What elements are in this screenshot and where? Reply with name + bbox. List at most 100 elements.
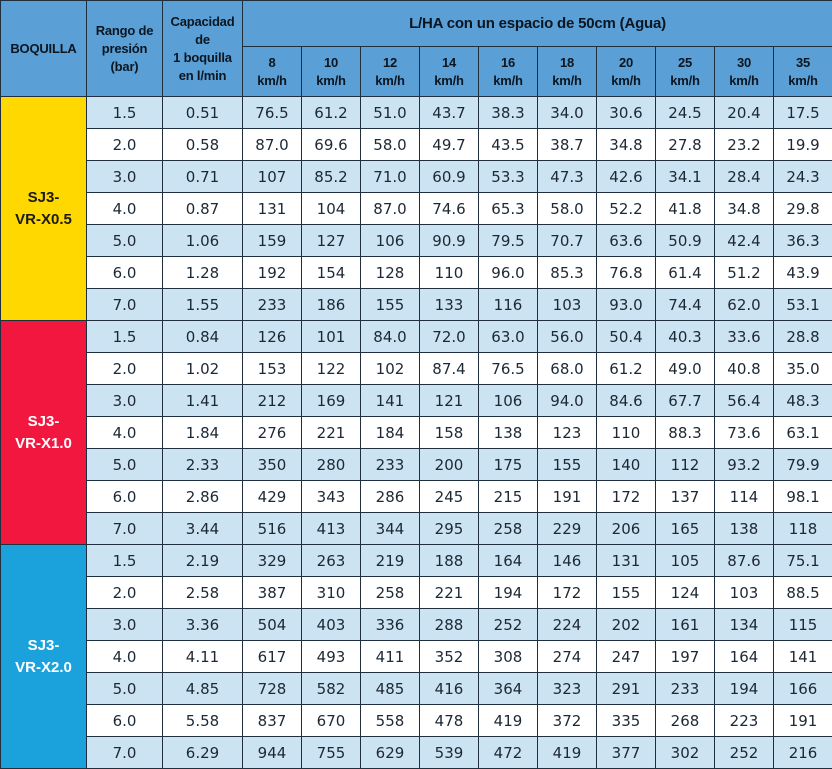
speed-unit: km/h: [361, 72, 419, 90]
rate-cell: 56.0: [538, 321, 597, 353]
rate-cell: 107: [243, 161, 302, 193]
rate-cell: 87.0: [361, 193, 420, 225]
capacity-header-line: de: [163, 31, 242, 49]
speed-unit: km/h: [302, 72, 360, 90]
rate-cell: 61.4: [656, 257, 715, 289]
nozzle-name-line: VR-X2.0: [1, 657, 86, 679]
capacity-header: Capacidad de 1 boquilla en l/min: [163, 1, 243, 97]
rate-cell: 263: [302, 545, 361, 577]
rate-cell: 34.8: [715, 193, 774, 225]
rate-cell: 96.0: [479, 257, 538, 289]
capacity-cell: 3.36: [163, 609, 243, 641]
rate-cell: 69.6: [302, 129, 361, 161]
capacity-cell: 0.51: [163, 97, 243, 129]
capacity-cell: 2.33: [163, 449, 243, 481]
speed-unit: km/h: [715, 72, 773, 90]
capacity-header-line: en l/min: [163, 67, 242, 85]
rate-cell: 224: [538, 609, 597, 641]
nozzle-name-line: SJ3-: [1, 635, 86, 657]
rate-cell: 73.6: [715, 417, 774, 449]
rate-cell: 124: [656, 577, 715, 609]
rate-cell: 50.9: [656, 225, 715, 257]
capacity-cell: 4.85: [163, 673, 243, 705]
rate-cell: 155: [538, 449, 597, 481]
rate-cell: 115: [774, 609, 832, 641]
rate-cell: 33.6: [715, 321, 774, 353]
capacity-cell: 1.06: [163, 225, 243, 257]
rate-cell: 35.0: [774, 353, 832, 385]
rate-cell: 387: [243, 577, 302, 609]
pressure-cell: 3.0: [87, 385, 163, 417]
rate-cell: 67.7: [656, 385, 715, 417]
rate-cell: 403: [302, 609, 361, 641]
rate-cell: 202: [597, 609, 656, 641]
pressure-cell: 1.5: [87, 321, 163, 353]
speed-unit: km/h: [243, 72, 301, 90]
rate-cell: 141: [361, 385, 420, 417]
table-header: BOQUILLA Rango de presión (bar) Capacida…: [1, 1, 832, 97]
rate-cell: 128: [361, 257, 420, 289]
rate-cell: 364: [479, 673, 538, 705]
speed-value: 10: [302, 54, 360, 72]
rate-cell: 40.3: [656, 321, 715, 353]
rate-cell: 47.3: [538, 161, 597, 193]
rate-cell: 310: [302, 577, 361, 609]
rate-cell: 24.5: [656, 97, 715, 129]
rate-cell: 104: [302, 193, 361, 225]
rate-cell: 343: [302, 481, 361, 513]
rate-cell: 61.2: [302, 97, 361, 129]
rate-cell: 68.0: [538, 353, 597, 385]
pressure-cell: 7.0: [87, 289, 163, 321]
rate-cell: 76.5: [479, 353, 538, 385]
capacity-cell: 1.55: [163, 289, 243, 321]
rate-cell: 27.8: [656, 129, 715, 161]
pressure-cell: 4.0: [87, 641, 163, 673]
rate-cell: 63.1: [774, 417, 832, 449]
rate-cell: 175: [479, 449, 538, 481]
rate-cell: 172: [538, 577, 597, 609]
rate-cell: 165: [656, 513, 715, 545]
rate-cell: 629: [361, 737, 420, 769]
rate-cell: 30.6: [597, 97, 656, 129]
rate-cell: 87.0: [243, 129, 302, 161]
rate-cell: 377: [597, 737, 656, 769]
rate-cell: 335: [597, 705, 656, 737]
rate-cell: 49.0: [656, 353, 715, 385]
rate-cell: 188: [420, 545, 479, 577]
rate-cell: 112: [656, 449, 715, 481]
rate-cell: 24.3: [774, 161, 832, 193]
rate-cell: 329: [243, 545, 302, 577]
rate-cell: 159: [243, 225, 302, 257]
rate-cell: 87.6: [715, 545, 774, 577]
rate-cell: 118: [774, 513, 832, 545]
rate-cell: 93.2: [715, 449, 774, 481]
rate-cell: 131: [243, 193, 302, 225]
rate-cell: 133: [420, 289, 479, 321]
rate-cell: 212: [243, 385, 302, 417]
rate-cell: 53.1: [774, 289, 832, 321]
rate-cell: 138: [715, 513, 774, 545]
rate-cell: 219: [361, 545, 420, 577]
pressure-header-line: presión: [87, 40, 162, 58]
rate-cell: 84.0: [361, 321, 420, 353]
rate-cell: 131: [597, 545, 656, 577]
rate-cell: 728: [243, 673, 302, 705]
rate-cell: 138: [479, 417, 538, 449]
rate-cell: 197: [656, 641, 715, 673]
rate-cell: 43.7: [420, 97, 479, 129]
rate-cell: 472: [479, 737, 538, 769]
speed-unit: km/h: [597, 72, 655, 90]
nozzle-name-line: VR-X0.5: [1, 209, 86, 231]
pressure-cell: 2.0: [87, 129, 163, 161]
rate-cell: 286: [361, 481, 420, 513]
rate-cell: 106: [479, 385, 538, 417]
rate-cell: 102: [361, 353, 420, 385]
rate-cell: 52.2: [597, 193, 656, 225]
